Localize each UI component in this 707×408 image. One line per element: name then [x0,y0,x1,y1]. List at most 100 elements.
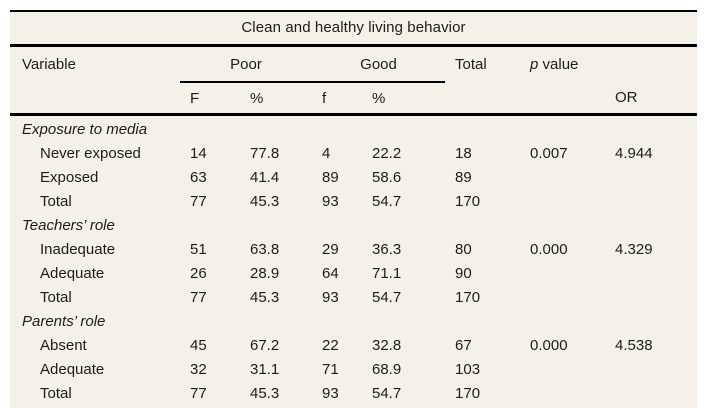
row-label: Adequate [40,265,105,282]
cell-total: 67 [455,337,472,354]
row-label: Adequate [40,361,105,378]
cell-good-percent: 22.2 [372,145,402,162]
cell-poor-percent: 45.3 [250,385,280,402]
cell-total: 170 [455,385,481,402]
cell-or: 4.329 [615,241,653,258]
cell-good-percent: 58.6 [372,169,402,186]
cell-or [605,166,697,190]
cell-or: 4.538 [615,337,653,354]
section-row: Parents’ role [10,310,697,334]
col-header-or-spacer [605,47,697,82]
cell-poor-percent: 67.2 [250,337,280,354]
table-header: Variable Poor Good Total p value F % f %… [10,47,698,116]
col-header-total: Total [455,56,487,73]
row-label: Total [40,385,72,402]
cell-good-frequency: 93 [322,385,339,402]
cell-total: 18 [455,145,472,162]
table-row: Absent 45 67.2 22 32.8 67 0.000 4.538 [10,334,697,358]
cell-or [605,382,697,408]
cell-poor-frequency: 77 [190,193,207,210]
table-row: Total 77 45.3 93 54.7 170 [10,382,697,408]
table-row: Adequate 26 28.9 64 71.1 90 [10,262,697,286]
cell-poor-percent: 41.4 [250,169,280,186]
table-row: Inadequate 51 63.8 29 36.3 80 0.000 4.329 [10,238,697,262]
row-label: Inadequate [40,241,116,258]
col-header-poor: Poor [230,55,262,73]
cell-poor-frequency: 32 [190,361,207,378]
col-header-variable: Variable [22,56,76,73]
cell-good-percent: 71.1 [372,265,402,282]
cell-or [605,286,697,310]
cell-poor-frequency: 77 [190,385,207,402]
cell-poor-frequency: 26 [190,265,207,282]
section-label: Teachers’ role [22,217,115,234]
cell-poor-percent: 31.1 [250,361,280,378]
p-value-rest: value [538,56,579,73]
stats-table-card: Clean and healthy living behavior Variab… [10,10,698,408]
cell-poor-frequency: 45 [190,337,207,354]
cell-good-percent: 68.9 [372,361,402,378]
cell-or [605,190,697,214]
col-header-p-value: p value [520,47,605,82]
cell-or [605,262,697,286]
cell-good-percent: 36.3 [372,241,402,258]
section-label: Exposure to media [22,121,148,138]
cell-good-percent: 54.7 [372,385,402,402]
row-label: Absent [40,337,87,354]
cell-p-value [520,190,605,214]
cell-total: 170 [455,193,481,210]
cell-p-value [520,262,605,286]
cell-p-value [520,286,605,310]
cell-good-frequency: 93 [322,193,339,210]
row-label: Never exposed [40,145,141,162]
row-label: Total [40,289,72,306]
subheader-spacer [10,82,180,116]
cell-good-frequency: 29 [322,241,339,258]
cell-p-value: 0.000 [530,241,568,258]
cell-poor-frequency: 63 [190,169,207,186]
row-label: Total [40,193,72,210]
subheader-total-spacer [445,82,521,116]
cell-total: 103 [455,361,481,378]
header-row-groups: Variable Poor Good Total p value [10,47,697,82]
cell-good-frequency: 4 [322,145,331,162]
cell-poor-frequency: 14 [190,145,207,162]
subheader-p-spacer [520,82,606,116]
table-row: Never exposed 14 77.8 4 22.2 18 0.007 4.944 [10,142,697,166]
section-row: Teachers’ role [10,214,697,238]
cell-good-frequency: 64 [322,265,339,282]
cell-total: 170 [455,289,481,306]
col-header-good: Good [360,55,397,73]
cell-good-percent: 54.7 [372,193,402,210]
cell-or [605,358,697,382]
table-body: Exposure to media Never exposed 14 77.8 4 22.… [10,115,697,408]
cell-poor-frequency: 77 [190,289,207,306]
col-header-good-percent: % [362,81,446,116]
col-header-or: OR [605,82,698,116]
cell-or: 4.944 [615,145,653,162]
section-row: Exposure to media [10,115,697,143]
cell-poor-frequency: 51 [190,241,207,258]
header-row-subcolumns: F % f % OR [10,81,698,116]
table-row: Total 77 45.3 93 54.7 170 [10,190,697,214]
cell-poor-percent: 28.9 [250,265,280,282]
cell-p-value: 0.000 [530,337,568,354]
col-header-poor-frequency: F [180,81,240,116]
cell-good-percent: 54.7 [372,289,402,306]
cell-p-value [520,382,605,408]
cell-good-frequency: 93 [322,289,339,306]
cell-total: 80 [455,241,472,258]
table-row: Adequate 32 31.1 71 68.9 103 [10,358,697,382]
p-value-italic-p: p [530,56,539,73]
table-title: Clean and healthy living behavior [10,12,697,47]
cell-p-value: 0.007 [530,145,568,162]
col-header-good-frequency: f [312,81,362,116]
stats-table: Variable Poor Good Total p value F % f %… [10,47,698,408]
cell-poor-percent: 77.8 [250,145,280,162]
cell-p-value [520,358,605,382]
table-row: Exposed 63 41.4 89 58.6 89 [10,166,697,190]
row-label: Exposed [40,169,99,186]
cell-p-value [520,166,605,190]
cell-poor-percent: 45.3 [250,193,280,210]
cell-good-frequency: 89 [322,169,339,186]
